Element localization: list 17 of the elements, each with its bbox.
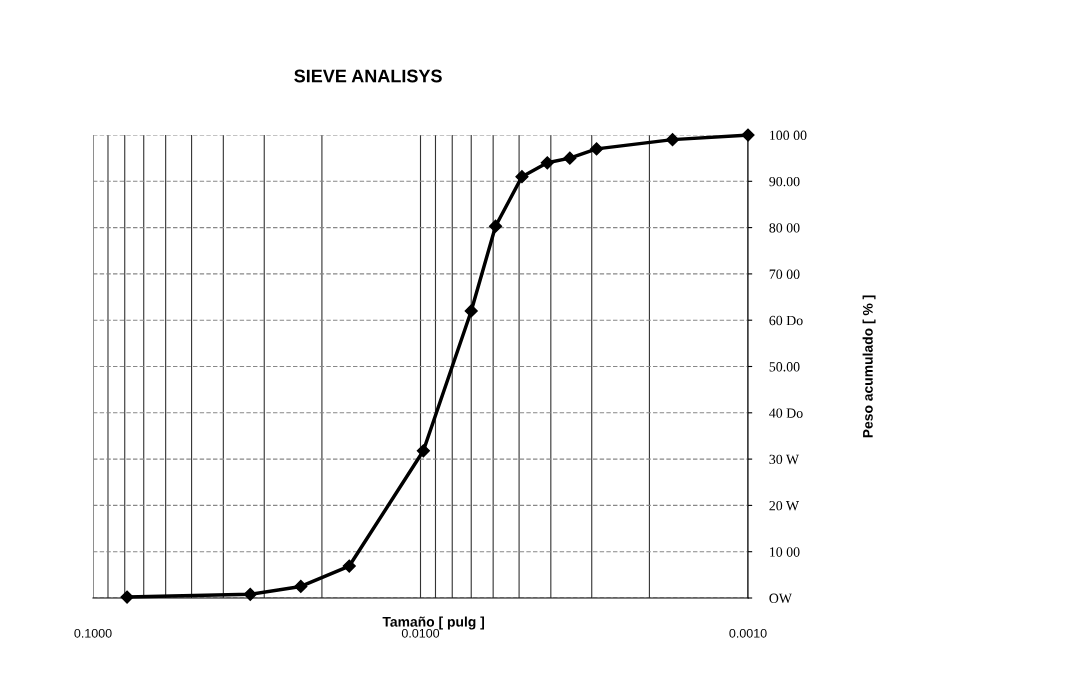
y-tick-label: 50.00 [769,362,800,372]
y-tick-label: 80 00 [769,223,800,233]
x-tick-label: 0.0010 [729,628,767,638]
y-tick-label: 90.00 [769,176,800,187]
x-tick-label: 0.1000 [74,628,112,638]
y-tick-label: 60 Do [769,315,803,326]
y-tick-label: 40 Do [769,408,803,418]
y-axis-title: Peso acumulado [ % ] [862,295,876,438]
y-tick-label: OW [769,593,792,604]
chart-title: SIEVE ANALISYS [294,69,442,83]
x-axis-title: Tamaño [ pulg ] [382,616,485,630]
y-tick-label: 70 00 [769,269,800,279]
y-tick-label: 20 W [769,500,800,511]
y-tick-label: 30 W [769,454,800,465]
x-tick-label: 0.0100 [401,628,440,638]
y-tick-label: 10 00 [770,547,800,557]
y-tick-label: 100 00 [770,130,807,140]
